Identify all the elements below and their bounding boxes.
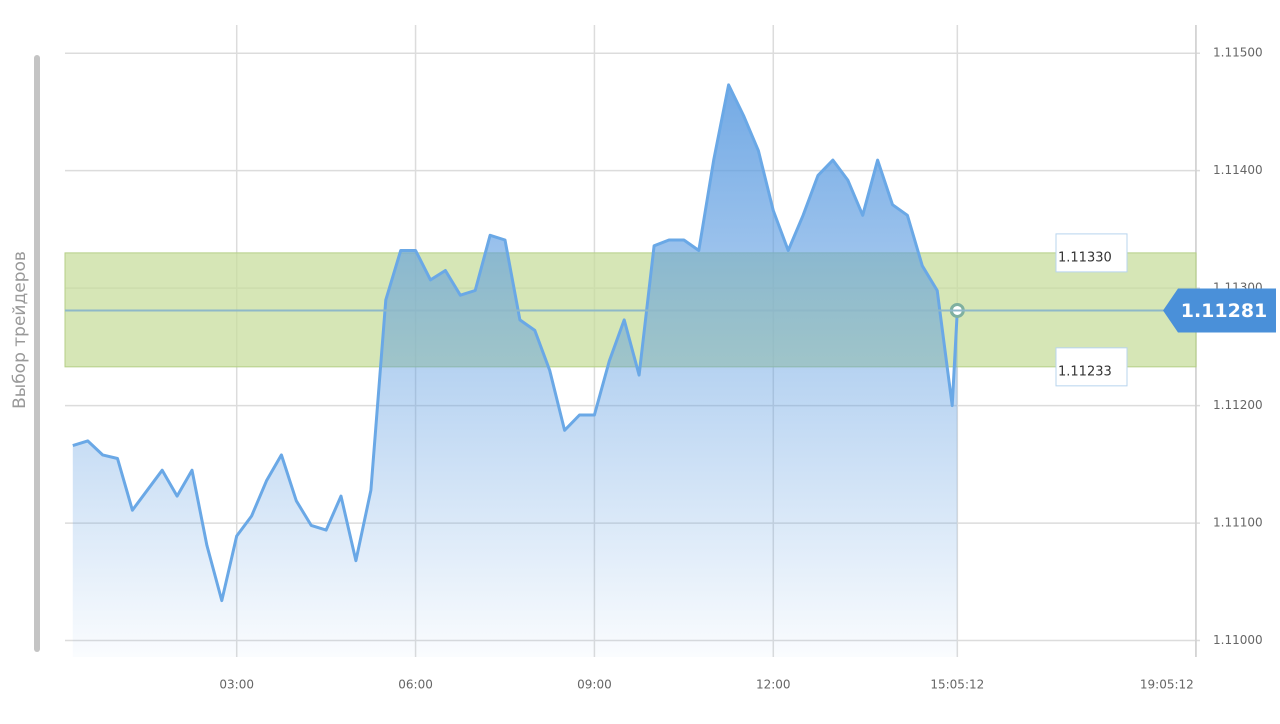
plot: 1.110001.111001.112001.113001.114001.115… bbox=[64, 25, 1276, 692]
y-tick-label: 1.11000 bbox=[1213, 633, 1263, 647]
y-tick-label: 1.11400 bbox=[1213, 163, 1263, 177]
y-tick-label: 1.11100 bbox=[1213, 516, 1263, 530]
x-tick-label: 12:00 bbox=[756, 678, 791, 692]
y-axis-label: Выбор трейдеров bbox=[10, 251, 30, 409]
y-tick-label: 1.11200 bbox=[1213, 398, 1263, 412]
current-tag bbox=[1163, 288, 1276, 333]
x-tick-label: 09:00 bbox=[577, 678, 612, 692]
band-label: 1.11330 bbox=[1058, 250, 1112, 265]
x-tick-label: 19:05:12 bbox=[1140, 678, 1194, 692]
x-tick-label: 06:00 bbox=[398, 678, 433, 692]
x-tick-label: 03:00 bbox=[219, 678, 254, 692]
current-label: 1.11281 bbox=[1181, 300, 1268, 322]
area bbox=[72, 84, 958, 657]
x-tick-label: 15:05:12 bbox=[930, 678, 984, 692]
band-label-box bbox=[1055, 233, 1128, 273]
band-label-box bbox=[1055, 347, 1128, 387]
scroll-bar bbox=[34, 55, 40, 652]
y-tick-label: 1.11500 bbox=[1213, 46, 1263, 60]
band-label: 1.11233 bbox=[1058, 364, 1112, 379]
line bbox=[72, 83, 959, 603]
